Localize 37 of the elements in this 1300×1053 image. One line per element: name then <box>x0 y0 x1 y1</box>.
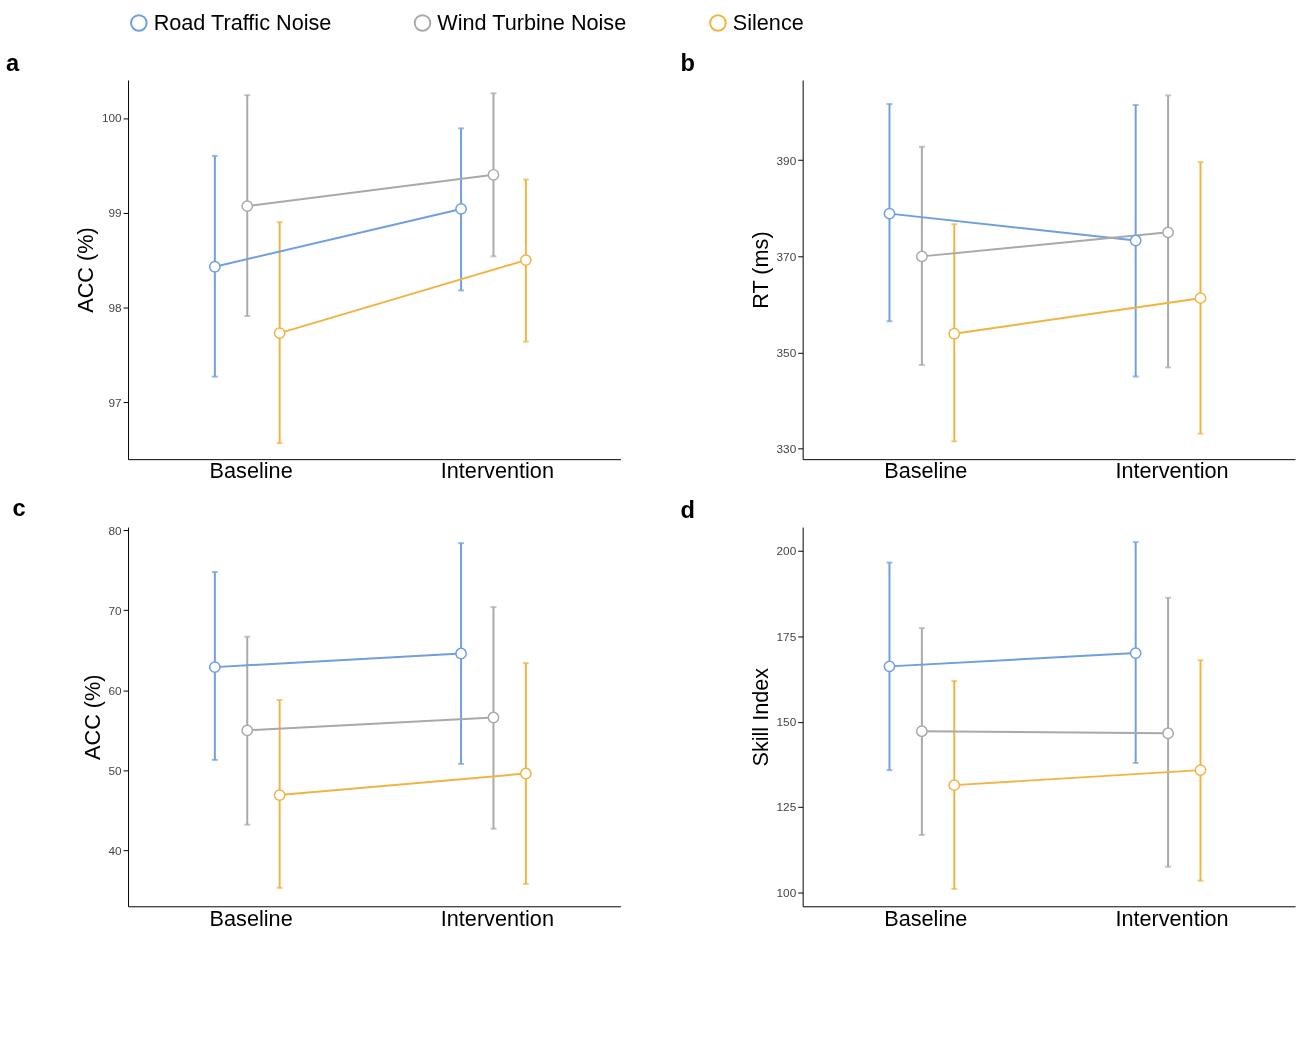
y-tick-label: 125 <box>776 800 797 815</box>
y-tick-label: 70 <box>108 603 123 618</box>
y-axis-title: ACC (%) <box>73 227 99 313</box>
x-tick-label: Intervention <box>440 458 554 484</box>
x-tick-label: Baseline <box>884 458 968 484</box>
chart-title: b <box>680 50 695 77</box>
y-tick-label: 98 <box>108 300 123 315</box>
y-tick-label: 390 <box>776 153 797 168</box>
y-axis-title: RT (ms) <box>747 231 773 309</box>
y-tick-label: 200 <box>776 544 797 559</box>
y-tick-label: 80 <box>108 523 123 538</box>
x-tick-label: Intervention <box>440 905 554 931</box>
y-tick-label: 175 <box>776 629 797 644</box>
chart-title: d <box>680 497 695 524</box>
legend-label: Wind Turbine Noise <box>437 9 627 35</box>
y-tick-label: 330 <box>776 442 797 457</box>
x-tick-label: Intervention <box>1115 905 1229 931</box>
y-tick-label: 40 <box>108 843 123 858</box>
y-axis-title: ACC (%) <box>79 674 105 760</box>
y-tick-label: 100 <box>101 111 123 126</box>
legend-label: Road Traffic Noise <box>153 9 332 35</box>
y-tick-label: 50 <box>108 763 123 778</box>
chart-title: a <box>5 50 20 77</box>
y-tick-label: 350 <box>776 345 797 360</box>
y-tick-label: 100 <box>776 885 797 900</box>
x-tick-label: Baseline <box>884 905 968 931</box>
y-tick-label: 370 <box>776 249 797 264</box>
legend-label: Silence <box>732 9 804 35</box>
x-tick-label: Baseline <box>209 905 293 931</box>
y-tick-label: 97 <box>108 395 122 410</box>
chart-title: c <box>12 494 26 521</box>
y-axis-title: Skill Index <box>747 667 773 767</box>
x-tick-label: Baseline <box>209 458 293 484</box>
y-tick-label: 60 <box>108 683 123 698</box>
y-tick-label: 99 <box>108 206 122 221</box>
x-tick-label: Intervention <box>1115 458 1229 484</box>
y-tick-label: 150 <box>776 715 797 730</box>
